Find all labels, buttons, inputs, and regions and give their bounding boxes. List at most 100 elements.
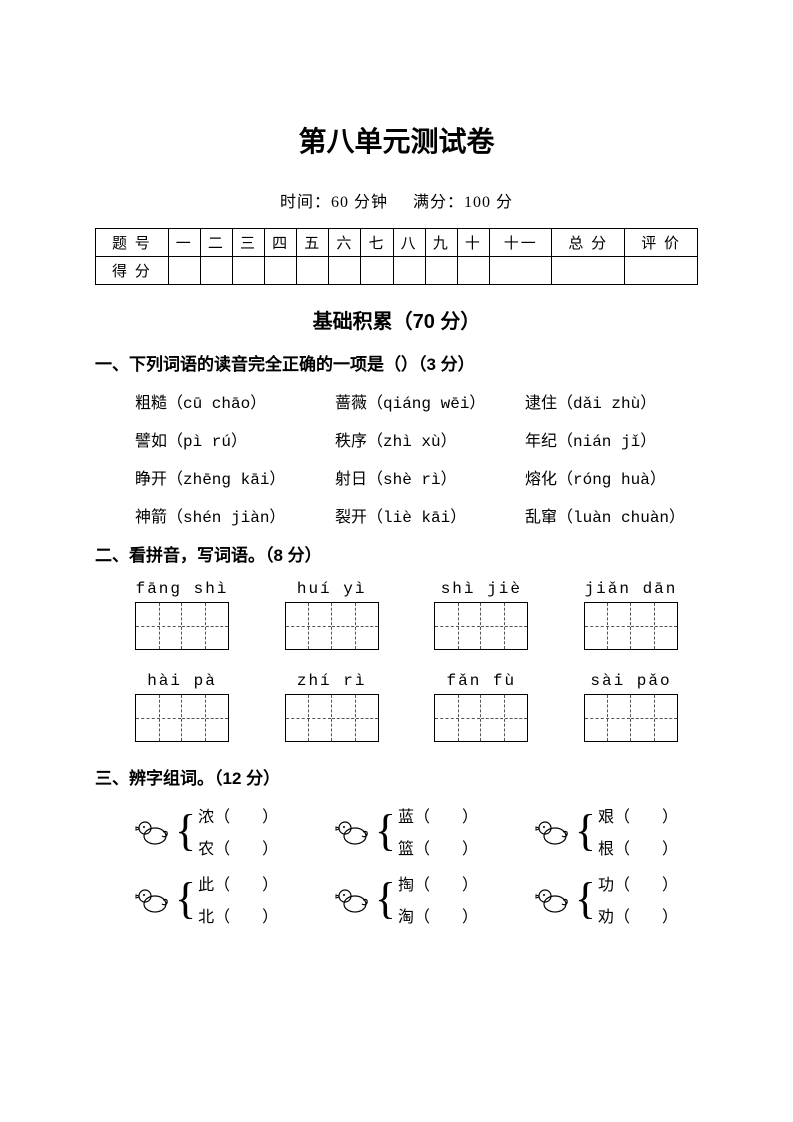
duck-icon — [335, 816, 369, 846]
opt-text: 粗糙（cū chāo） — [135, 395, 266, 413]
write-box[interactable] — [434, 602, 528, 650]
q3-item: { 此（ ） 北（ ） — [135, 871, 278, 927]
th: 三 — [232, 229, 264, 257]
time-label: 时间： — [280, 194, 331, 211]
duck-icon — [135, 816, 169, 846]
meta-line: 时间：60 分钟 满分：100 分 — [95, 188, 698, 212]
score-cell[interactable] — [329, 257, 361, 285]
opt-text: 裂开（liè kāi） — [335, 509, 466, 527]
th: 九 — [425, 229, 457, 257]
char-blank[interactable]: 功（ ） — [598, 871, 678, 895]
q1-head: 一、下列词语的读音完全正确的一项是（）（3 分） — [95, 350, 698, 375]
q2-row1: fāng shì huí yì shì jiè jiǎn dān — [135, 580, 678, 650]
row-label: 得 分 — [96, 257, 169, 285]
q2-item: fǎn fù — [434, 672, 528, 742]
brace-icon: { — [375, 811, 396, 851]
th: 四 — [265, 229, 297, 257]
score-cell[interactable] — [457, 257, 489, 285]
write-box[interactable] — [434, 694, 528, 742]
table-row: 题 号 一 二 三 四 五 六 七 八 九 十 十一 总 分 评 价 — [96, 229, 698, 257]
q2-item: hài pà — [135, 672, 229, 742]
th: 十 — [457, 229, 489, 257]
opt-text: 蔷薇（qiáng wēi） — [335, 395, 485, 413]
q2-item: huí yì — [285, 580, 379, 650]
char-blank[interactable]: 根（ ） — [598, 835, 678, 859]
score-label: 满分： — [413, 194, 464, 211]
pinyin-label: jiǎn dān — [585, 580, 678, 598]
duck-icon — [335, 884, 369, 914]
duck-icon — [535, 884, 569, 914]
q1-option-a[interactable]: 粗糙（cū chāo） 蔷薇（qiáng wēi） 逮住（dǎi zhù） — [135, 389, 698, 413]
th: 一 — [168, 229, 200, 257]
opt-text: 譬如（pì rú） — [135, 433, 247, 451]
char-blank[interactable]: 掏（ ） — [398, 871, 478, 895]
opt-text: 熔化（róng huà） — [525, 471, 666, 489]
write-box[interactable] — [135, 602, 229, 650]
write-box[interactable] — [285, 694, 379, 742]
opt-text: 秩序（zhì xù） — [335, 433, 457, 451]
q2-head: 二、看拼音，写词语。（8 分） — [95, 541, 698, 566]
th: 评 价 — [625, 229, 698, 257]
pinyin-label: fǎn fù — [447, 672, 517, 690]
char-blank[interactable]: 蓝（ ） — [398, 803, 478, 827]
q1-option-b[interactable]: 譬如（pì rú） 秩序（zhì xù） 年纪（nián jǐ） — [135, 427, 698, 451]
q3-item: { 功（ ） 劝（ ） — [535, 871, 678, 927]
score-cell[interactable] — [361, 257, 393, 285]
char-blank[interactable]: 劝（ ） — [598, 903, 678, 927]
opt-text: 逮住（dǎi zhù） — [525, 395, 656, 413]
pinyin-label: fāng shì — [136, 580, 229, 598]
opt-text: 睁开（zhēng kāi） — [135, 471, 285, 489]
brace-icon: { — [175, 811, 196, 851]
q1-option-c[interactable]: 睁开（zhēng kāi） 射日（shè rì） 熔化（róng huà） — [135, 465, 698, 489]
char-blank[interactable]: 篮（ ） — [398, 835, 478, 859]
q2-item: zhí rì — [285, 672, 379, 742]
brace-icon: { — [375, 879, 396, 919]
q2-item: shì jiè — [434, 580, 528, 650]
th: 二 — [200, 229, 232, 257]
score-cell[interactable] — [265, 257, 297, 285]
score-cell[interactable] — [297, 257, 329, 285]
score-cell[interactable] — [625, 257, 698, 285]
th: 六 — [329, 229, 361, 257]
pinyin-label: huí yì — [297, 580, 367, 598]
th: 五 — [297, 229, 329, 257]
score-cell[interactable] — [232, 257, 264, 285]
duck-icon — [535, 816, 569, 846]
score-cell[interactable] — [393, 257, 425, 285]
score-cell[interactable] — [168, 257, 200, 285]
char-blank[interactable]: 浓（ ） — [198, 803, 278, 827]
opt-text: 年纪（nián jǐ） — [525, 433, 656, 451]
time-value: 60 分钟 — [331, 194, 388, 211]
score-cell[interactable] — [425, 257, 457, 285]
q3-item: { 艰（ ） 根（ ） — [535, 803, 678, 859]
char-blank[interactable]: 农（ ） — [198, 835, 278, 859]
char-blank[interactable]: 艰（ ） — [598, 803, 678, 827]
th: 七 — [361, 229, 393, 257]
q1-options: 粗糙（cū chāo） 蔷薇（qiáng wēi） 逮住（dǎi zhù） 譬如… — [95, 389, 698, 527]
pinyin-label: sài pǎo — [590, 672, 671, 690]
q3-item: { 蓝（ ） 篮（ ） — [335, 803, 478, 859]
char-blank[interactable]: 北（ ） — [198, 903, 278, 927]
q1-option-d[interactable]: 神箭（shén jiàn） 裂开（liè kāi） 乱窜（luàn chuàn） — [135, 503, 698, 527]
brace-icon: { — [575, 879, 596, 919]
write-box[interactable] — [584, 694, 678, 742]
duck-icon — [135, 884, 169, 914]
write-box[interactable] — [584, 602, 678, 650]
q3-item: { 浓（ ） 农（ ） — [135, 803, 278, 859]
table-row: 得 分 — [96, 257, 698, 285]
pinyin-label: zhí rì — [297, 672, 367, 690]
score-cell[interactable] — [552, 257, 625, 285]
th: 八 — [393, 229, 425, 257]
q3-row1: { 浓（ ） 农（ ） { 蓝（ ） 篮（ ） { 艰（ ） 根（ ） — [135, 803, 678, 859]
brace-icon: { — [175, 879, 196, 919]
section-title: 基础积累（70 分） — [95, 305, 698, 334]
score-cell[interactable] — [200, 257, 232, 285]
score-cell[interactable] — [489, 257, 551, 285]
char-blank[interactable]: 淘（ ） — [398, 903, 478, 927]
page-title: 第八单元测试卷 — [95, 120, 698, 160]
q2-item: sài pǎo — [584, 672, 678, 742]
char-blank[interactable]: 此（ ） — [198, 871, 278, 895]
write-box[interactable] — [285, 602, 379, 650]
pinyin-label: shì jiè — [441, 580, 522, 598]
write-box[interactable] — [135, 694, 229, 742]
